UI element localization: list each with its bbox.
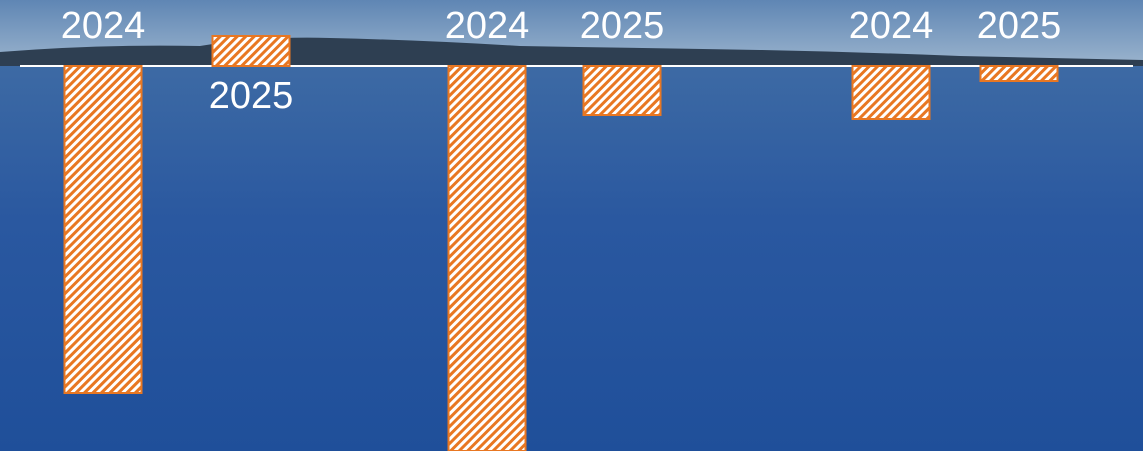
- bar: [979, 65, 1059, 82]
- bar: [63, 65, 143, 394]
- bar-label: 2024: [61, 5, 146, 47]
- bar: [211, 35, 291, 67]
- water: [0, 66, 1143, 451]
- bar-label: 2025: [209, 75, 294, 117]
- bar: [447, 65, 527, 451]
- bar-label: 2024: [849, 5, 934, 47]
- bar-label: 2025: [977, 5, 1062, 47]
- bar: [851, 65, 931, 120]
- bar-label: 2024: [445, 5, 530, 47]
- bar-label: 2025: [580, 5, 665, 47]
- bar: [582, 65, 662, 116]
